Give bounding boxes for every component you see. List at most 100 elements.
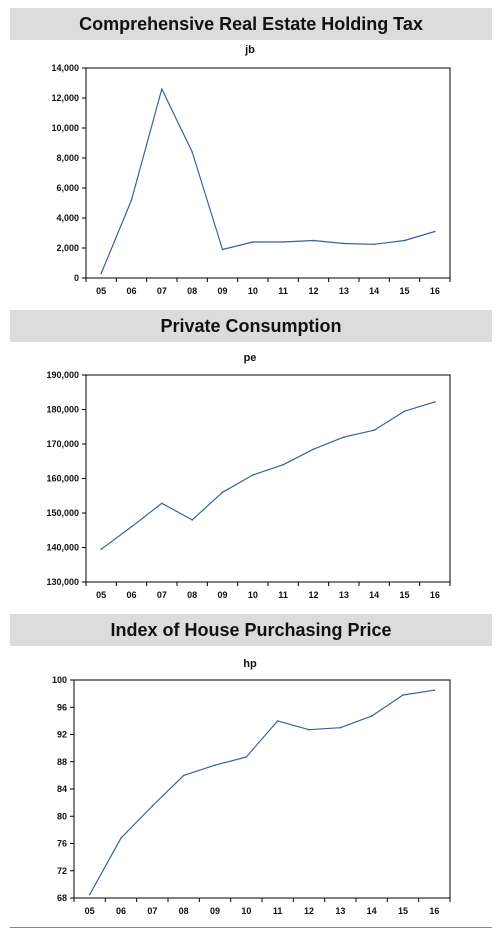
chart-title-3: Index of House Purchasing Price [10,614,492,646]
x-tick-label: 12 [308,286,318,296]
y-tick-label: 100 [52,675,67,685]
data-point [373,429,375,431]
x-tick-label: 13 [339,590,349,600]
x-tick-label: 05 [96,286,106,296]
x-tick-label: 07 [147,906,157,916]
x-tick-label: 06 [126,286,136,296]
data-point [276,720,279,722]
data-point [252,241,254,243]
x-tick-label: 16 [430,590,440,600]
data-point [308,728,310,731]
x-tick-label: 10 [248,286,258,296]
x-tick-label: 05 [96,590,106,600]
data-point [221,248,224,251]
y-tick-label: 96 [57,702,67,712]
y-tick-label: 130,000 [46,577,79,587]
x-tick-label: 08 [187,286,197,296]
y-tick-label: 4,000 [56,213,79,223]
chart-1-svg: 0 2,000 4,000 6,000 8,000 10,000 12,000 14,000 0… [51,63,451,296]
x-tick-label: 07 [157,286,167,296]
x-tick-label: 11 [278,286,288,296]
x-tick-label: 11 [273,906,283,916]
data-point [434,401,436,403]
chart-subtitle-3: hp [243,658,257,670]
y-tick-label: 2,000 [56,243,79,253]
x-tick-label: 14 [367,906,377,916]
y-tick-label: 92 [57,730,67,740]
y-tick-label: 8,000 [56,153,79,163]
plot-frame [85,67,451,279]
x-tick-label: 06 [116,906,126,916]
x-tick-label: 08 [179,906,189,916]
data-point [402,694,404,696]
plot-frame [73,679,451,899]
y-tick-label: 170,000 [46,439,79,449]
data-point [403,410,406,413]
series-line [89,689,435,895]
x-tick-label: 09 [217,590,227,600]
x-tick-label: 13 [335,906,345,916]
data-point [88,893,91,896]
data-point [100,272,102,275]
x-tick-label: 08 [187,590,197,600]
data-point [245,756,248,758]
data-point [403,239,406,242]
data-point [343,242,345,245]
series-line [100,401,435,550]
data-point [221,491,224,494]
y-tick-label: 88 [57,757,67,767]
data-point [214,764,216,766]
chart-3-svg: 68 72 76 80 84 88 92 96 100 05 06 07 08 09 10 11 12 13 14 1… [52,675,451,916]
y-tick-label: 68 [57,893,67,903]
x-tick-label: 09 [210,906,220,916]
y-tick-label: 12,000 [51,93,79,103]
x-tick-label: 10 [248,590,258,600]
y-tick-label: 80 [57,811,67,821]
data-point [130,199,133,201]
chart-title-2: Private Consumption [10,310,492,342]
data-point [312,448,315,450]
data-point [252,474,254,476]
x-tick-label: 09 [217,286,227,296]
data-point [433,689,436,692]
y-tick-label: 76 [57,839,67,849]
x-tick-label: 05 [85,906,95,916]
data-point [120,837,122,839]
x-tick-label: 07 [157,590,167,600]
y-tick-label: 160,000 [46,474,79,484]
data-point [312,239,315,242]
data-point [373,243,375,246]
x-tick-label: 13 [339,286,349,296]
data-point [191,151,193,153]
data-point [130,526,133,528]
chart-title-1: Comprehensive Real Estate Holding Tax [10,8,492,40]
plot-frame [85,374,451,583]
y-tick-label: 72 [57,866,67,876]
y-tick-label: 190,000 [46,370,79,380]
x-tick-label: 15 [399,590,409,600]
x-tick-label: 16 [429,906,439,916]
x-tick-label: 16 [430,286,440,296]
chart-subtitle-1: jb [245,44,255,56]
data-point [282,241,284,243]
data-point [339,726,342,729]
x-tick-label: 06 [126,590,136,600]
chart-subtitle-2: pe [243,352,257,364]
bottom-divider [10,927,492,928]
data-point [161,88,163,90]
y-tick-label: 14,000 [51,63,79,73]
y-tick-label: 140,000 [46,543,79,553]
series-line [100,88,435,274]
x-tick-label: 15 [398,906,408,916]
data-point [282,463,284,466]
x-tick-label: 11 [278,590,288,600]
y-tick-label: 6,000 [56,183,79,193]
data-point [343,436,345,438]
x-tick-label: 14 [369,590,379,600]
x-tick-label: 12 [308,590,318,600]
data-point [151,805,154,807]
x-tick-label: 12 [304,906,314,916]
x-tick-label: 15 [399,286,409,296]
y-tick-label: 0 [74,273,79,283]
data-point [161,502,163,505]
